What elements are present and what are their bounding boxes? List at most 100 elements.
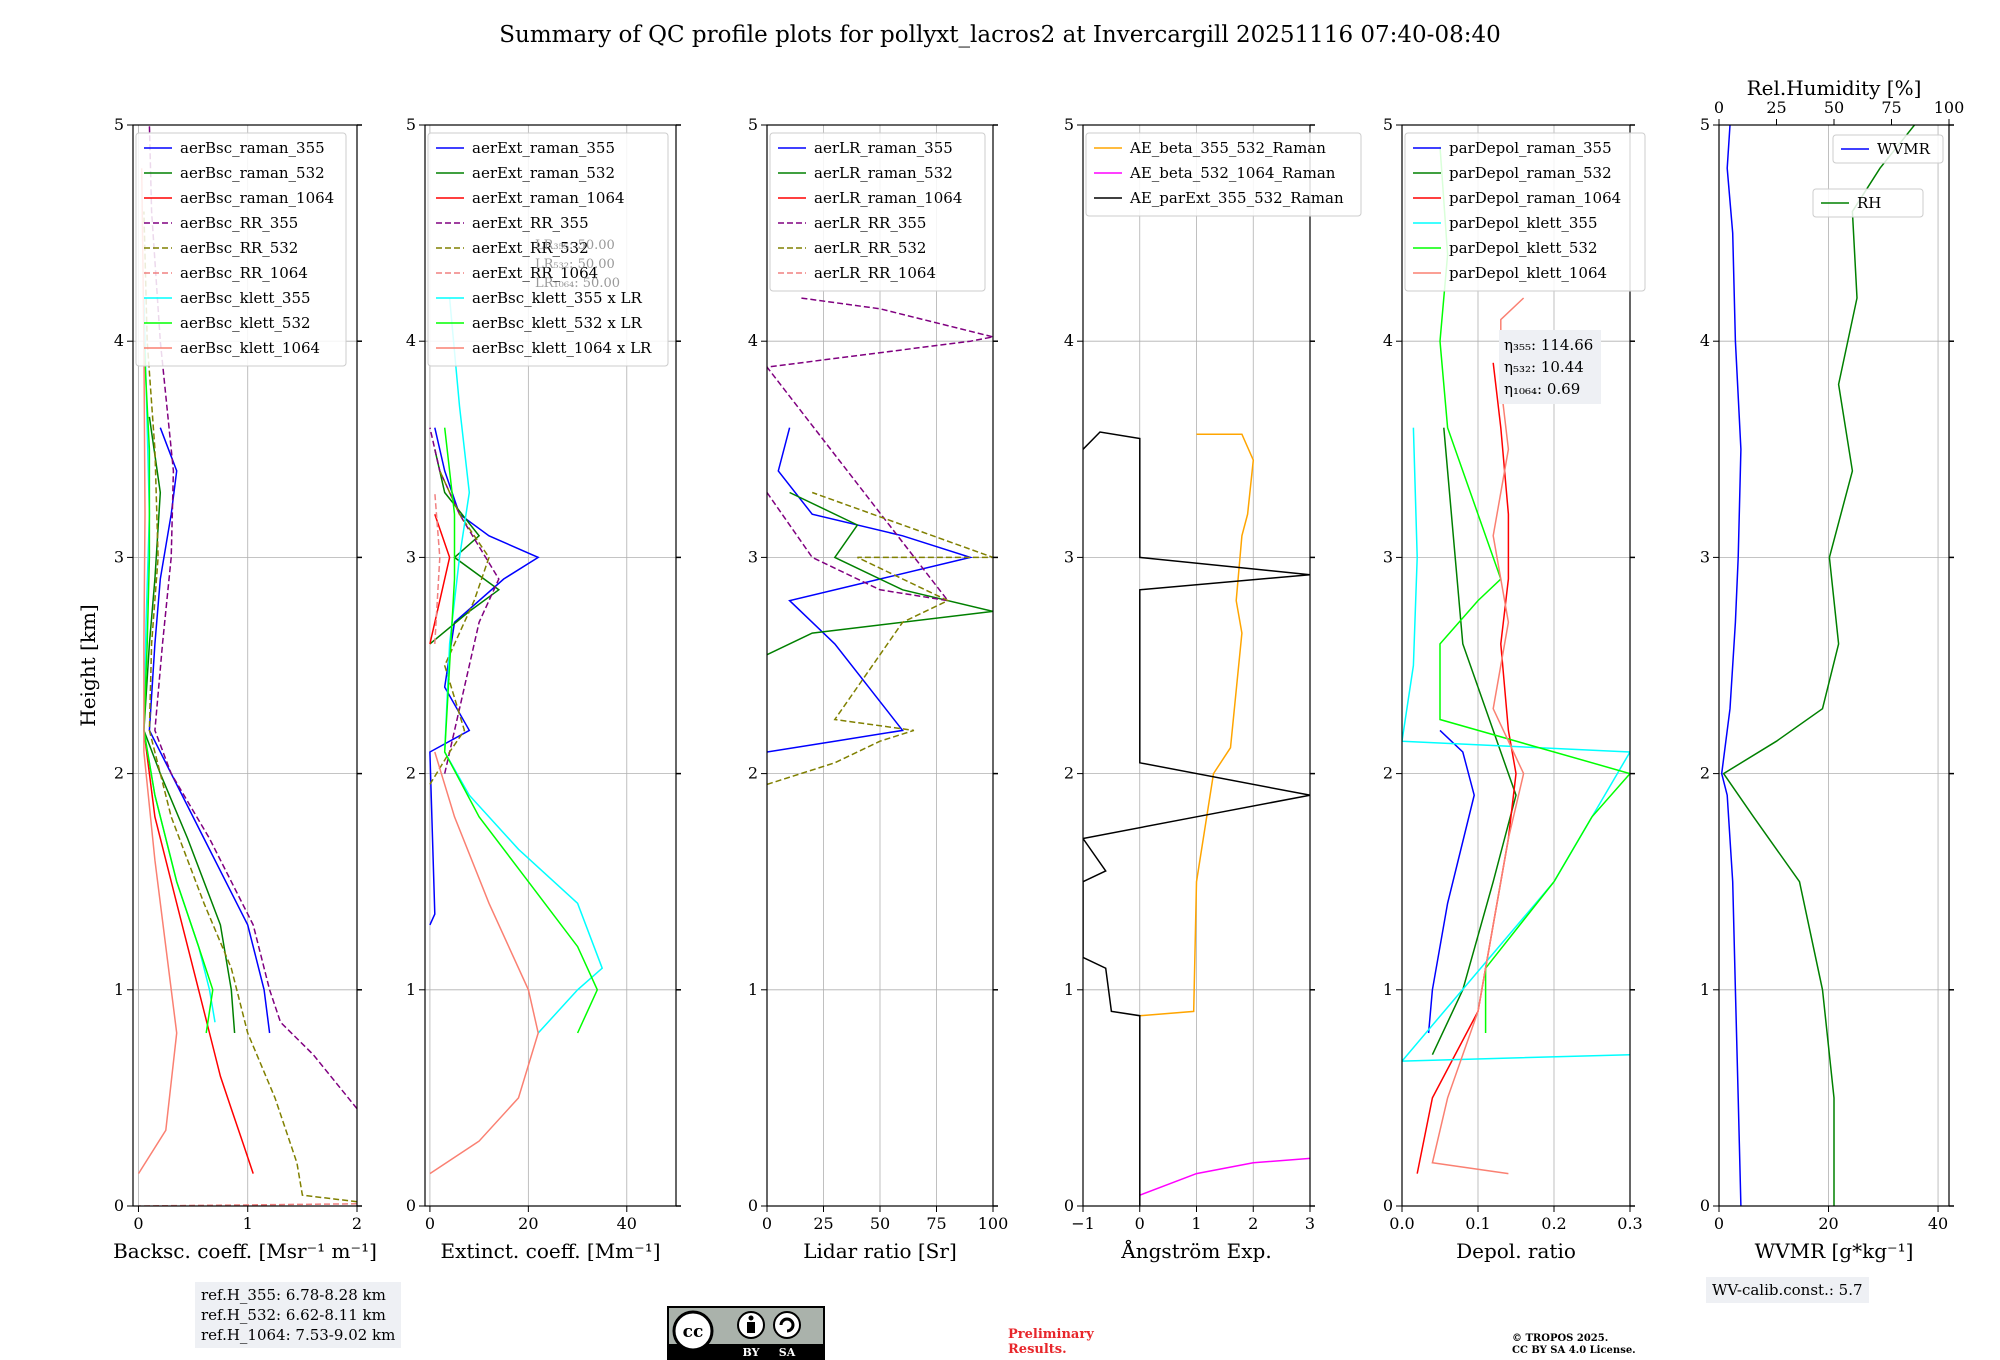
x-tick-label: 1 bbox=[243, 1214, 253, 1233]
license-sa-label: SA bbox=[779, 1346, 796, 1359]
y-tick-label: 2 bbox=[406, 764, 416, 783]
copyright-line-1: © TROPOS 2025. bbox=[1512, 1333, 1609, 1344]
y-tick-label: 3 bbox=[748, 547, 758, 566]
legend-label-aerbsc-klett-1064: aerBsc_klett_1064 bbox=[180, 339, 320, 357]
y-tick-label: 3 bbox=[406, 547, 416, 566]
x-tick-label: 100 bbox=[978, 1214, 1009, 1233]
preliminary-line-1: Preliminary bbox=[1008, 1327, 1094, 1342]
x-tick-label: 40 bbox=[617, 1214, 637, 1233]
series-aerbsc-klett-532 bbox=[143, 341, 214, 1034]
legend-label-aerlr-rr-1064: aerLR_RR_1064 bbox=[814, 264, 936, 282]
y-tick-label: 5 bbox=[1700, 115, 1710, 134]
eta-annotation-box bbox=[1499, 330, 1601, 404]
legend-label-pardepol-raman-1064: parDepol_raman_1064 bbox=[1449, 189, 1621, 207]
legend-label-aerbsc-klett-355: aerBsc_klett_355 bbox=[180, 289, 311, 307]
eta-annotation: η₁₀₆₄: 0.69 bbox=[1504, 380, 1580, 398]
series-group bbox=[429, 297, 604, 1175]
legend-label-pardepol-raman-355: parDepol_raman_355 bbox=[1449, 139, 1612, 157]
y-tick-label: 5 bbox=[1383, 115, 1393, 134]
x-tick-label: 75 bbox=[926, 1214, 946, 1233]
panel-2: 0 20 40 0 1 2 3 4 5 Extinct. coeff. [Mm⁻¹] aerExt_… bbox=[406, 115, 681, 1263]
cc-by-sa-logo: cc BY SA bbox=[667, 1306, 825, 1360]
legend-label-pardepol-klett-1064: parDepol_klett_1064 bbox=[1449, 264, 1607, 282]
series-aerext-raman-355 bbox=[429, 427, 540, 926]
x-tick-label: 0 bbox=[762, 1214, 772, 1233]
x-tick-label: 0.2 bbox=[1541, 1214, 1566, 1233]
legend-label-ae-beta-532-1064-raman: AE_beta_532_1064_Raman bbox=[1129, 164, 1336, 182]
y-tick-label: 0 bbox=[748, 1196, 758, 1215]
x-tick-label: 0 bbox=[133, 1214, 143, 1233]
x-tick-label: 2 bbox=[352, 1214, 362, 1233]
x2-tick-label: 75 bbox=[1881, 98, 1901, 117]
x-tick-label: 2 bbox=[1248, 1214, 1258, 1233]
series-aerext-rr-532 bbox=[429, 470, 490, 785]
y-tick-label: 4 bbox=[406, 331, 416, 350]
legend-label-aerbsc-klett-532: aerBsc_klett_532 bbox=[180, 314, 311, 332]
y-tick-label: 5 bbox=[406, 115, 416, 134]
series-aerbsc-klett-532-x-lr bbox=[443, 427, 599, 1034]
legend-label-aerlr-raman-1064: aerLR_raman_1064 bbox=[814, 189, 962, 207]
legend-label-aerbsc-raman-532: aerBsc_raman_532 bbox=[180, 164, 325, 182]
y-tick-label: 2 bbox=[748, 764, 758, 783]
x-tick-label: 25 bbox=[813, 1214, 833, 1233]
legend-label-aerext-rr-355: aerExt_RR_355 bbox=[472, 214, 589, 232]
series-ae-parext-355-532-raman bbox=[1083, 431, 1310, 1206]
series-group bbox=[1083, 431, 1310, 1206]
y-tick-label: 1 bbox=[1064, 980, 1074, 999]
x-tick-label: 20 bbox=[518, 1214, 538, 1233]
panel-3: 0 25 50 75 100 0 1 2 3 4 5 Lidar ratio [Sr] aerLR_ra… bbox=[748, 115, 1008, 1263]
reference-height-1064: ref.H_1064: 7.53-9.02 km bbox=[201, 1326, 396, 1344]
x2-tick-label: 100 bbox=[1934, 98, 1965, 117]
legend-label-aerext-raman-1064: aerExt_raman_1064 bbox=[472, 189, 625, 207]
y-tick-label: 1 bbox=[1383, 980, 1393, 999]
legend-label-aerbsc-klett-355-x-lr: aerBsc_klett_355 x LR bbox=[472, 289, 643, 307]
lidar-ratio-annotation: LR₅₃₂: 50.00 bbox=[535, 257, 615, 272]
x-tick-label: 0.0 bbox=[1389, 1214, 1414, 1233]
series-aerbsc-rr-532 bbox=[143, 211, 357, 1203]
series-aerlr-rr-355 bbox=[767, 297, 993, 602]
y-tick-label: 5 bbox=[114, 115, 124, 134]
y-axis-label: Height [km] bbox=[76, 604, 100, 726]
y-tick-label: 3 bbox=[1700, 547, 1710, 566]
series-aerext-rr-355 bbox=[429, 427, 500, 774]
x-tick-label: 20 bbox=[1818, 1214, 1838, 1233]
series-ae-beta-355-532-raman bbox=[1139, 433, 1255, 1017]
legend-box bbox=[769, 132, 986, 292]
panel-6: 0 20 40 0 1 2 3 4 5 WVMR [g*kg⁻¹] 0 25 50 75 100 Rel.Hu… bbox=[1700, 76, 1964, 1263]
y-tick-label: 2 bbox=[1383, 764, 1393, 783]
series-pardepol-klett-532 bbox=[1439, 146, 1630, 1033]
legend-label-aerlr-rr-355: aerLR_RR_355 bbox=[814, 214, 926, 232]
lidar-ratio-annotation: LR₃₅₅: 50.00 bbox=[535, 238, 615, 253]
y-tick-label: 3 bbox=[114, 547, 124, 566]
wv-calibration-box: WV-calib.const.: 5.7 bbox=[1706, 1277, 1869, 1303]
series-aerext-raman-532 bbox=[429, 449, 501, 645]
y-tick-label: 4 bbox=[114, 331, 124, 350]
series-aerbsc-raman-355 bbox=[148, 427, 271, 1034]
x-tick-label: 40 bbox=[1928, 1214, 1948, 1233]
preliminary-line-2: Results. bbox=[1008, 1342, 1067, 1357]
series-pardepol-raman-1064 bbox=[1416, 362, 1517, 1174]
x2-axis-label: Rel.Humidity [%] bbox=[1747, 76, 1922, 100]
y-tick-label: 0 bbox=[1064, 1196, 1074, 1215]
y-tick-label: 0 bbox=[114, 1196, 124, 1215]
wv-calibration-constant: WV-calib.const.: 5.7 bbox=[1712, 1281, 1863, 1299]
share-alike-icon bbox=[773, 1311, 801, 1339]
reference-height-box: ref.H_355: 6.78-8.28 km ref.H_532: 6.62-… bbox=[195, 1282, 402, 1348]
legend-label-aerbsc-raman-1064: aerBsc_raman_1064 bbox=[180, 189, 334, 207]
legend-box bbox=[1085, 132, 1362, 217]
y-tick-label: 1 bbox=[406, 980, 416, 999]
x-tick-label: 0 bbox=[1135, 1214, 1145, 1233]
y-tick-label: 2 bbox=[1064, 764, 1074, 783]
legend-label-aerlr-raman-355: aerLR_raman_355 bbox=[814, 139, 953, 157]
legend-label-aerbsc-klett-1064-x-lr: aerBsc_klett_1064 x LR bbox=[472, 339, 652, 357]
series-aerbsc-raman-532 bbox=[143, 416, 236, 1034]
y-tick-label: 1 bbox=[1700, 980, 1710, 999]
panel-5: 0.0 0.1 0.2 0.3 0 1 2 3 4 5 Depol. ratio parDepol_r… bbox=[1383, 115, 1646, 1263]
y-tick-label: 3 bbox=[1064, 547, 1074, 566]
y-tick-label: 2 bbox=[1700, 764, 1710, 783]
x-tick-label: 0 bbox=[1714, 1214, 1724, 1233]
y-tick-label: 0 bbox=[1700, 1196, 1710, 1215]
x-tick-label: 0 bbox=[425, 1214, 435, 1233]
series-wvmr bbox=[1720, 125, 1742, 1206]
